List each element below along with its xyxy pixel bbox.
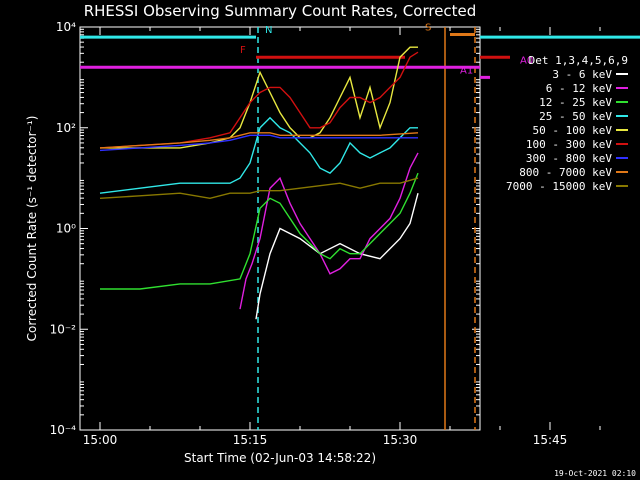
flag-label: F [240, 45, 246, 56]
x-axis-label: Start Time (02-Jun-03 14:58:22) [184, 451, 376, 465]
flag-label: A0 [520, 55, 533, 66]
y-tick-label: 10⁰ [56, 222, 76, 236]
generation-timestamp: 19-Oct-2021 02:10 [554, 469, 636, 478]
legend-entry-label: 25 - 50 keV [539, 110, 612, 123]
y-tick-label: 10² [56, 121, 76, 135]
series-line [99, 132, 419, 149]
x-tick-label: 15:15 [233, 433, 268, 447]
x-tick-label: 15:30 [383, 433, 418, 447]
y-tick-label: 10⁻² [50, 322, 77, 336]
legend-entry-label: 3 - 6 keV [552, 68, 612, 81]
series-line [255, 193, 419, 320]
x-tick-label: 15:45 [533, 433, 568, 447]
legend-entry-label: 6 - 12 keV [546, 82, 613, 95]
flag-label: A1 [460, 65, 473, 76]
y-tick-label: 10⁴ [56, 20, 76, 34]
y-axis-label: Corrected Count Rate (s⁻¹ detector⁻¹) [25, 116, 39, 342]
y-tick-label: 10⁻⁴ [50, 423, 77, 437]
series-line [99, 134, 418, 152]
legend-header: Det 1,3,4,5,6,9 [529, 54, 628, 67]
series-line [99, 51, 419, 149]
series-line [239, 152, 419, 310]
legend-entry-label: 800 - 7000 keV [519, 166, 612, 179]
legend-entry-label: 300 - 800 keV [526, 152, 612, 165]
legend-entry-label: 12 - 25 keV [539, 96, 612, 109]
legend-entry-label: 7000 - 15000 keV [506, 180, 612, 193]
flag-label: S [425, 23, 431, 34]
chart-title: RHESSI Observing Summary Count Rates, Co… [83, 2, 477, 20]
series-line [99, 177, 419, 200]
series-line [99, 116, 418, 194]
flag-label: N [265, 25, 272, 36]
x-tick-label: 15:00 [83, 433, 118, 447]
legend-entry-label: 50 - 100 keV [533, 124, 613, 137]
legend-entry-label: 100 - 300 keV [526, 138, 612, 151]
series-line [100, 172, 419, 290]
